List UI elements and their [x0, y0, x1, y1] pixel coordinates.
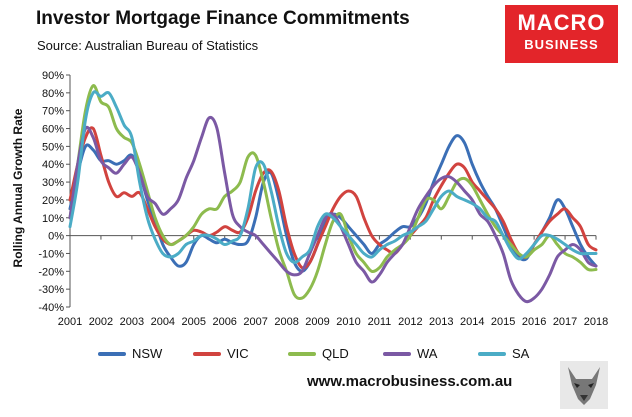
- macrobusiness-logo: MACRO BUSINESS: [505, 5, 618, 63]
- legend-item-sa: SA: [478, 346, 573, 361]
- chart-subtitle: Source: Australian Bureau of Statistics: [37, 38, 259, 53]
- website-url: www.macrobusiness.com.au: [307, 373, 513, 390]
- y-tick-label: 90%: [42, 70, 64, 82]
- x-tick-label: 2018: [584, 316, 608, 328]
- x-tick-label: 2008: [274, 316, 298, 328]
- y-tick-label: 20%: [42, 195, 64, 207]
- legend-label: SA: [512, 346, 530, 361]
- chart-legend: NSW VIC QLD WA SA: [98, 346, 573, 361]
- x-tick-label: 2005: [182, 316, 206, 328]
- wolf-icon: [560, 361, 608, 409]
- logo-line-2: BUSINESS: [524, 37, 599, 52]
- x-tick-label: 2016: [522, 316, 546, 328]
- legend-swatch: [478, 351, 506, 356]
- x-tick-label: 2003: [120, 316, 144, 328]
- legend-swatch: [98, 351, 126, 356]
- legend-swatch: [288, 351, 316, 356]
- x-tick-label: 2017: [553, 316, 577, 328]
- y-tick-label: 10%: [42, 213, 64, 225]
- x-tick-label: 2010: [336, 316, 360, 328]
- legend-swatch: [193, 351, 221, 356]
- legend-label: WA: [417, 346, 438, 361]
- x-tick-label: 2001: [58, 316, 82, 328]
- x-tick-label: 2015: [491, 316, 515, 328]
- y-tick-label: -20%: [38, 266, 64, 278]
- legend-label: NSW: [132, 346, 163, 361]
- y-tick-label: 50%: [42, 141, 64, 153]
- x-tick-label: 2011: [368, 316, 392, 328]
- x-tick-label: 2012: [398, 316, 422, 328]
- series-line-qld: [68, 84, 598, 301]
- y-tick-label: 0%: [48, 231, 64, 243]
- series-line-wa: [68, 115, 598, 304]
- y-tick-label: 60%: [42, 124, 64, 136]
- legend-item-vic: VIC: [193, 346, 288, 361]
- chart-title: Investor Mortgage Finance Commitments: [36, 8, 410, 29]
- y-tick-label: -40%: [38, 302, 64, 314]
- x-tick-label: 2006: [212, 316, 236, 328]
- series-line-vic: [68, 126, 598, 270]
- x-tick-label: 2013: [429, 316, 453, 328]
- x-tick-label: 2002: [89, 316, 113, 328]
- y-tick-label: -10%: [38, 248, 64, 260]
- y-tick-label: 80%: [42, 88, 64, 100]
- y-tick-label: 40%: [42, 159, 64, 171]
- legend-label: VIC: [227, 346, 249, 361]
- y-tick-label: 30%: [42, 177, 64, 189]
- legend-item-qld: QLD: [288, 346, 383, 361]
- legend-item-wa: WA: [383, 346, 478, 361]
- x-tick-label: 2014: [460, 316, 484, 328]
- legend-label: QLD: [322, 346, 349, 361]
- series-line-sa: [68, 90, 598, 264]
- legend-swatch: [383, 351, 411, 356]
- y-tick-label: -30%: [38, 284, 64, 296]
- x-tick-label: 2007: [243, 316, 267, 328]
- legend-item-nsw: NSW: [98, 346, 193, 361]
- x-tick-label: 2004: [151, 316, 175, 328]
- y-tick-label: 70%: [42, 106, 64, 118]
- x-tick-label: 2009: [305, 316, 329, 328]
- logo-line-1: MACRO: [517, 10, 606, 35]
